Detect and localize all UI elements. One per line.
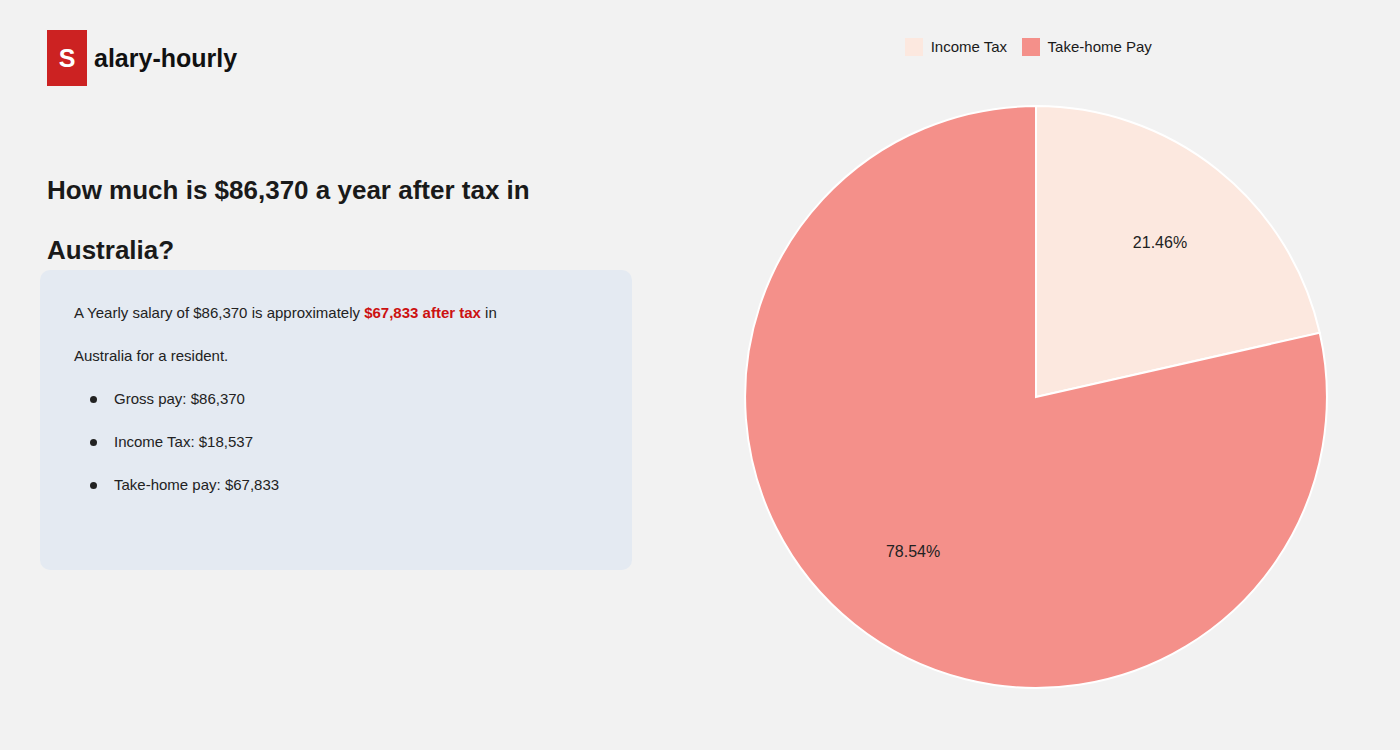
html-text:Income Tax: Income Tax [930,38,1008,55]
svg-text:78.54%: 78.54% [886,543,940,560]
html-text:S: S [58,43,76,72]
html-text:Take-home Pay: Take-home Pay [1047,38,1152,55]
html-text:How much is $86,370 a year aft: How much is $86,370 a year after tax in [47,175,530,205]
svg-text:21.46%: 21.46% [1133,234,1187,251]
html-text:Take-home pay: $67,833: Take-home pay: $67,833 [114,476,280,493]
html-text:Income Tax: $18,537: Income Tax: $18,537 [114,433,253,450]
html-text:Australia?: Australia? [47,235,175,265]
html-text:A Yearly salary of $86,370 is: A Yearly salary of $86,370 is approximat… [74,304,497,321]
html-text:Australia for a resident.: Australia for a resident. [74,347,229,364]
html-text:alary-hourly: alary-hourly [94,43,238,72]
html-text:Gross pay: $86,370: Gross pay: $86,370 [114,390,245,407]
